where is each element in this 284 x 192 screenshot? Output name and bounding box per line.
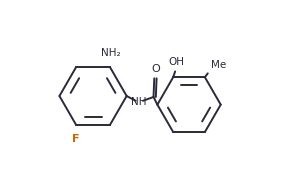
Text: NH₂: NH₂ <box>101 48 121 58</box>
Text: OH: OH <box>168 57 184 67</box>
Text: Me: Me <box>211 60 226 70</box>
Text: NH: NH <box>131 97 147 107</box>
Text: F: F <box>72 134 79 144</box>
Text: O: O <box>151 64 160 74</box>
